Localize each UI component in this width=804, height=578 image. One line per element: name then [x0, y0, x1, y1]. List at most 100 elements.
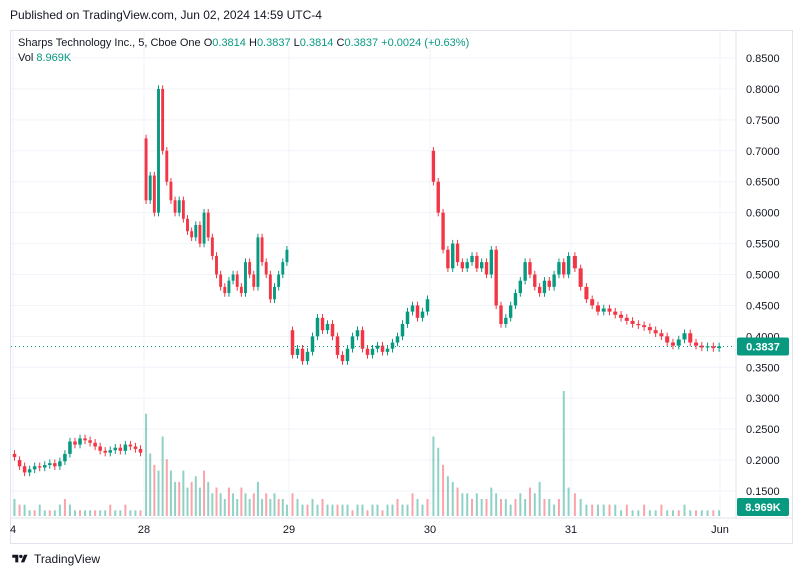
volume-bar [712, 510, 715, 516]
candle-body [27, 469, 32, 473]
candle-body [595, 305, 600, 312]
volume-bar [265, 493, 268, 516]
candle-body [365, 348, 370, 355]
candle-body [415, 305, 420, 318]
volume-bar [579, 498, 582, 516]
candle-body [345, 348, 350, 362]
candle-body [375, 345, 380, 349]
volume-bar [73, 510, 76, 516]
volume-bar [326, 504, 329, 516]
candle-body [68, 441, 72, 454]
volume-bar [475, 493, 478, 516]
volume-bar [557, 498, 560, 516]
candle-body [83, 438, 87, 441]
candle-body [613, 311, 618, 315]
volume-bar [291, 493, 294, 516]
candle-body [518, 280, 522, 294]
candle-body [88, 440, 92, 443]
candle-body [305, 351, 310, 362]
footer-brand[interactable]: TradingView [10, 552, 100, 566]
volume-bar [553, 504, 556, 516]
candle-body [360, 330, 365, 349]
volume-bar [240, 487, 243, 516]
y-tick-label: 0.5500 [746, 239, 780, 251]
candle-body [22, 466, 27, 473]
volume-bar [426, 498, 429, 516]
candle-body [460, 262, 465, 269]
volume-bar [248, 498, 251, 516]
candle-body [484, 262, 489, 275]
chart-frame[interactable] [10, 30, 793, 544]
candle-body [194, 225, 198, 238]
candle-body [465, 262, 469, 269]
volume-bar [119, 510, 122, 516]
last-volume-badge [737, 498, 789, 516]
legend-change: +0.0024 (+0.63%) [381, 37, 470, 49]
candle-body [73, 441, 77, 445]
volume-bar [104, 510, 107, 516]
volume-bar [401, 504, 404, 516]
volume-bar [194, 476, 197, 516]
volume-bar [548, 498, 551, 516]
candle-body [420, 311, 425, 318]
volume-bar [500, 498, 502, 516]
candle-body [528, 262, 532, 275]
legend-low-value: 0.3814 [299, 37, 334, 49]
volume-bar [442, 464, 445, 516]
y-tick-label: 0.2000 [746, 455, 780, 467]
candle-body [123, 444, 128, 451]
volume-bar [573, 493, 576, 516]
y-tick-label: 0.7000 [746, 146, 780, 158]
volume-bar [376, 504, 379, 516]
candle-body [584, 286, 589, 300]
candle-body [264, 262, 268, 275]
candle-body [395, 336, 400, 343]
volume-bar [198, 487, 201, 516]
volume-bar [485, 498, 488, 516]
volume-bar [356, 504, 359, 516]
candle-body [215, 255, 218, 275]
volume-bar [153, 464, 156, 516]
candle-body [533, 274, 537, 287]
candle-body [523, 262, 527, 281]
candle-body [325, 323, 330, 331]
candle-body [410, 305, 415, 312]
y-tick-label: 0.5000 [746, 270, 780, 282]
volume-bar [227, 487, 230, 516]
candle-body [78, 438, 82, 445]
candle-body [370, 348, 375, 355]
candle-body [12, 453, 17, 457]
candle-body [431, 150, 436, 182]
candle-body [113, 447, 118, 451]
volume-bar [219, 493, 222, 516]
candle-body [355, 330, 360, 337]
candle-body [647, 327, 652, 331]
volume-bar [157, 470, 160, 516]
candle-body [670, 342, 675, 346]
volume-bar [43, 510, 46, 516]
candle-body [425, 299, 430, 312]
candle-body [717, 346, 722, 349]
volume-bar [666, 510, 669, 516]
candle-body [665, 336, 670, 343]
legend-low-label: L [293, 37, 300, 49]
candle-body [390, 342, 395, 349]
candle-body [508, 305, 513, 318]
candle-body [277, 274, 281, 287]
footer-brand-label: TradingView [34, 552, 101, 566]
chart-legend: Sharps Technology Inc., 5, Cboe One O0.3… [18, 36, 469, 66]
volume-bar [53, 510, 56, 516]
volume-bar [18, 504, 21, 516]
volume-bar [68, 504, 71, 516]
volume-bar [13, 498, 16, 516]
volume-bar [203, 470, 206, 516]
published-caption: Published on TradingView.com, Jun 02, 20… [10, 8, 322, 22]
candle-body [108, 450, 113, 453]
candle-body [219, 274, 223, 287]
volume-bar [562, 391, 565, 516]
volume-bar [381, 510, 384, 516]
volume-bar [432, 436, 435, 516]
candle-body [53, 463, 57, 467]
candle-body [330, 323, 335, 337]
